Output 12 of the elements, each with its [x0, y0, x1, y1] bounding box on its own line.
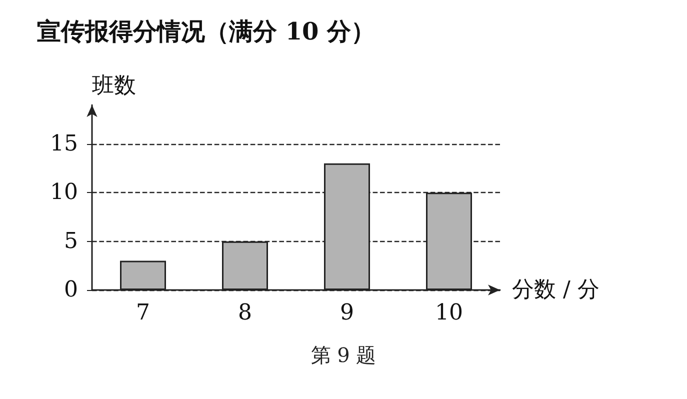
x-tick-label: 9: [340, 300, 354, 326]
chart-title: 宣传报得分情况（满分 10 分）: [37, 16, 376, 46]
y-tick-label: 15: [50, 131, 78, 156]
y-axis-title: 班数: [92, 74, 136, 98]
x-axis-title: 分数 / 分: [512, 278, 600, 302]
y-tick-label: 0: [64, 278, 78, 302]
y-tick-label: 10: [50, 180, 78, 206]
y-tick-label: 5: [64, 228, 78, 254]
text: 第 9 题: [310, 343, 376, 367]
x-tick-label: 8: [238, 300, 252, 326]
x-tick-label: 10: [435, 300, 463, 326]
x-tick-label: 7: [136, 300, 150, 326]
